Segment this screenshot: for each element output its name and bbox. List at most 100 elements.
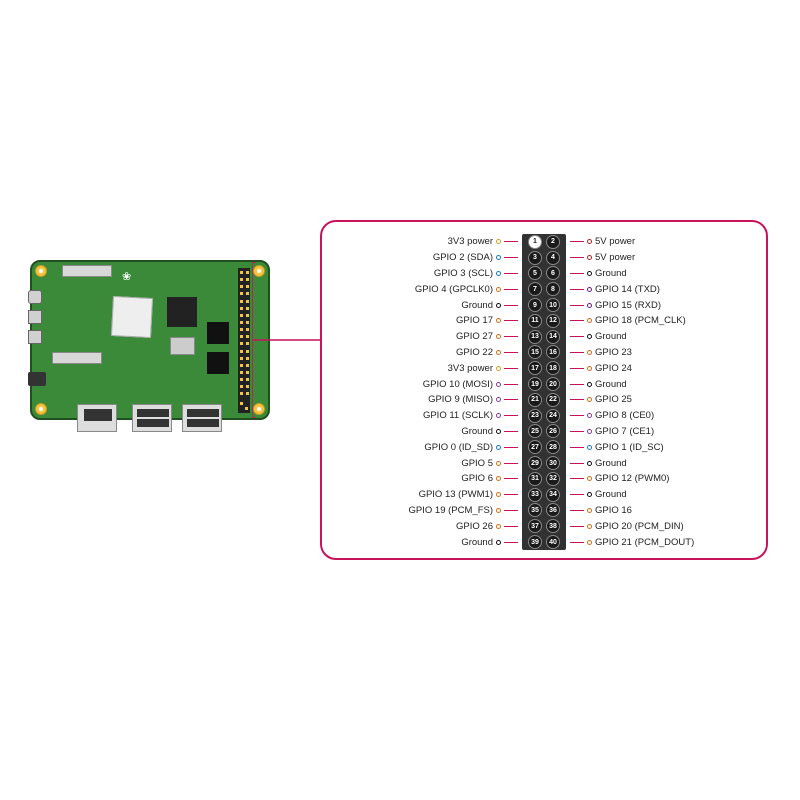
pin-number-right: 6 (546, 266, 560, 280)
connector-line-icon (504, 352, 518, 353)
connector-line-icon (504, 289, 518, 290)
pin-label-right: 5V power (570, 236, 758, 247)
pin-number-left: 13 (528, 330, 542, 344)
pin-label-text: GPIO 19 (PCM_FS) (409, 505, 493, 516)
connector-line-icon (504, 257, 518, 258)
connector-line-icon (570, 384, 584, 385)
wifi-shield-icon (170, 337, 195, 355)
pin-type-dot-icon (496, 429, 501, 434)
pin-label-right: Ground (570, 379, 758, 390)
pin-label-text: Ground (595, 379, 627, 390)
pin-number-left: 31 (528, 472, 542, 486)
pin-number-right: 32 (546, 472, 560, 486)
pin-type-dot-icon (496, 334, 501, 339)
pin-row: Ground 3940 GPIO 21 (PCM_DOUT) (330, 534, 758, 550)
connector-line-icon (504, 526, 518, 527)
pin-label-text: GPIO 0 (ID_SD) (424, 442, 493, 453)
pin-type-dot-icon (587, 413, 592, 418)
pin-row: GPIO 19 (PCM_FS) 3536GPIO 16 (330, 503, 758, 519)
pin-label-left: GPIO 5 (330, 458, 518, 469)
pin-label-text: Ground (595, 458, 627, 469)
connector-line-icon (570, 352, 584, 353)
pin-label-text: GPIO 21 (PCM_DOUT) (595, 537, 694, 548)
connector-line-icon (570, 494, 584, 495)
pin-number-pair: 1112 (518, 314, 570, 328)
pin-number-right: 10 (546, 298, 560, 312)
mount-hole-icon (35, 265, 47, 277)
pin-label-right: GPIO 23 (570, 347, 758, 358)
pin-label-right: Ground (570, 458, 758, 469)
pin-number-pair: 3738 (518, 519, 570, 533)
connector-line-icon (504, 542, 518, 543)
audio-jack-icon (28, 372, 46, 386)
pin-type-dot-icon (587, 540, 592, 545)
pin-label-left: GPIO 3 (SCL) (330, 268, 518, 279)
pin-label-text: GPIO 20 (PCM_DIN) (595, 521, 684, 532)
pin-number-pair: 2728 (518, 440, 570, 454)
connector-line-icon (570, 526, 584, 527)
pin-number-left: 37 (528, 519, 542, 533)
pin-type-dot-icon (496, 524, 501, 529)
pin-number-left: 29 (528, 456, 542, 470)
pin-number-right: 4 (546, 251, 560, 265)
pin-number-pair: 2324 (518, 409, 570, 423)
gpio-header-icon (238, 268, 250, 413)
pin-row: GPIO 0 (ID_SD) 2728 GPIO 1 (ID_SC) (330, 439, 758, 455)
pin-type-dot-icon (587, 287, 592, 292)
pin-type-dot-icon (587, 303, 592, 308)
pin-row: GPIO 6 31 32 GPIO 12 (PWM0) (330, 471, 758, 487)
pin-label-text: Ground (461, 537, 493, 548)
pin-row: 3V3 power125V power (330, 234, 758, 250)
pin-number-pair: 2526 (518, 424, 570, 438)
pin-label-text: GPIO 13 (PWM1) (419, 489, 493, 500)
pin-number-left: 33 (528, 488, 542, 502)
pin-number-left: 21 (528, 393, 542, 407)
pin-type-dot-icon (587, 366, 592, 371)
pin-number-pair: 1920 (518, 377, 570, 391)
pin-label-right: Ground (570, 331, 758, 342)
pin-type-dot-icon (587, 476, 592, 481)
pin-label-text: GPIO 4 (GPCLK0) (415, 284, 493, 295)
raspberry-pi-board: ❀ (30, 260, 270, 420)
pin-row: GPIO 171112GPIO 18 (PCM_CLK) (330, 313, 758, 329)
pin-label-right: GPIO 8 (CE0) (570, 410, 758, 421)
pin-number-right: 40 (546, 535, 560, 549)
pin-type-dot-icon (496, 492, 501, 497)
pin-label-right: GPIO 12 (PWM0) (570, 473, 758, 484)
pin-label-text: GPIO 25 (595, 394, 632, 405)
pin-label-left: 3V3 power (330, 363, 518, 374)
connector-line-icon (504, 305, 518, 306)
pin-label-text: GPIO 8 (CE0) (595, 410, 654, 421)
mount-hole-icon (253, 403, 265, 415)
pin-label-left: GPIO 11 (SCLK) (330, 410, 518, 421)
pin-type-dot-icon (496, 318, 501, 323)
pin-row: GPIO 4 (GPCLK0)78GPIO 14 (TXD) (330, 281, 758, 297)
pin-number-pair: 1314 (518, 330, 570, 344)
pin-label-text: Ground (595, 331, 627, 342)
pin-number-pair: 3536 (518, 503, 570, 517)
pin-label-right: Ground (570, 268, 758, 279)
pin-number-left: 3 (528, 251, 542, 265)
pin-label-text: GPIO 1 (ID_SC) (595, 442, 664, 453)
ethernet-port-icon (77, 404, 117, 432)
pin-row: GPIO 5 2930 Ground (330, 455, 758, 471)
pin-label-right: GPIO 14 (TXD) (570, 284, 758, 295)
connector-line-icon (570, 463, 584, 464)
connector-line-icon (570, 241, 584, 242)
pin-label-text: GPIO 5 (461, 458, 493, 469)
pin-number-pair: 2930 (518, 456, 570, 470)
pin-number-left: 15 (528, 345, 542, 359)
pin-label-left: GPIO 17 (330, 315, 518, 326)
pin-row: GPIO 13 (PWM1)3334Ground (330, 487, 758, 503)
pin-label-left: GPIO 6 (330, 473, 518, 484)
pin-label-right: GPIO 16 (570, 505, 758, 516)
pin-type-dot-icon (496, 350, 501, 355)
connector-line-icon (570, 336, 584, 337)
pin-row: GPIO 10 (MOSI)1920 Ground (330, 376, 758, 392)
pin-label-left: GPIO 10 (MOSI) (330, 379, 518, 390)
pin-label-text: Ground (595, 268, 627, 279)
pin-number-left: 5 (528, 266, 542, 280)
pin-number-left: 9 (528, 298, 542, 312)
pin-row: GPIO 263738GPIO 20 (PCM_DIN) (330, 518, 758, 534)
pin-number-pair: 3940 (518, 535, 570, 549)
